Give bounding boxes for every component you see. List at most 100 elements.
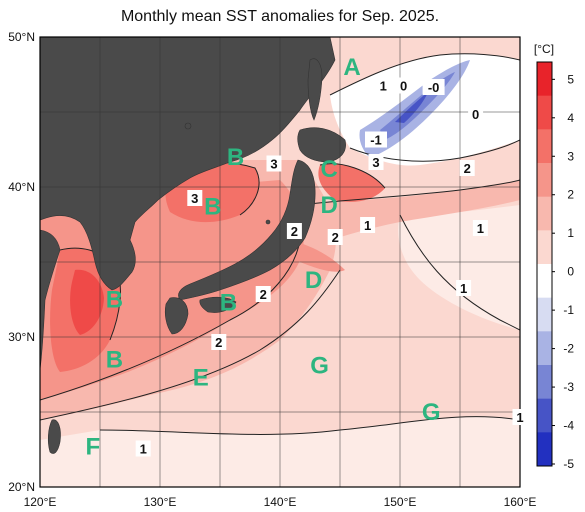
contour-label-box [187,190,203,206]
colorbar-tick-label: 4 [567,111,574,125]
contour-label: -0 [428,80,440,95]
ocean-plus2-3-kuroshio [290,240,345,272]
colorbar-frame [536,61,553,467]
colorbar-swatch [537,264,552,299]
colorbar-tick-label: 1 [567,226,574,240]
colorbar-unit-label: [°C] [534,42,554,56]
contour-label-box [375,77,391,94]
contour-label: 2 [332,230,339,245]
contour-label: 1 [140,442,147,457]
contour-label-box [472,220,488,236]
region-label: B [227,144,244,171]
land-taiwan [47,419,61,454]
colorbar-tick-label: -2 [563,342,574,356]
ocean-minus3-4 [395,92,428,123]
colorbar-swatch [537,230,552,265]
contour-label-box [360,217,376,233]
ocean-near-zero-east [398,205,520,330]
contour-label-box [211,334,227,350]
contour-label-box [456,280,472,296]
contour-label-box [368,154,384,170]
region-label: C [321,156,338,183]
colorbar-swatch [537,163,552,198]
colorbar-swatch [537,62,552,97]
region-label: G [310,353,329,380]
contour-label: 2 [260,287,267,302]
contour-label: 3 [270,157,277,172]
land-asia [40,37,336,291]
land-island-ulleung [184,122,192,130]
contour-label-box [365,131,387,148]
colorbar-swatch [537,129,552,164]
colorbar-tick-label: 3 [567,149,574,163]
contour-label-box [266,155,282,172]
colorbar-tick-label: 0 [567,265,574,279]
land-sakhalin [307,58,323,121]
region-label: B [204,194,221,221]
contour-label: 2 [215,335,222,350]
colorbar-tick-label: -5 [563,457,574,471]
colorbar-swatch [537,297,552,332]
land-kyushu [164,297,189,335]
colorbar: 5 4 3 2 1 0 -1 -2 -3 -4 -5 [536,61,574,471]
colorbar-swatch [537,432,552,467]
land-shikoku [199,296,237,313]
x-tick-label: 120°E [24,495,57,509]
land-hokkaido [297,127,346,163]
colorbar-swatch [537,331,552,366]
contour-label-box [512,409,528,425]
colorbar-tick-label: 5 [567,72,574,86]
region-label: E [193,365,209,392]
colorbar-swatch [537,196,552,231]
region-label: B [106,287,123,314]
land-island-sado [265,219,271,225]
x-tick-label: 130°E [144,495,177,509]
contour-label-box [327,229,343,245]
y-tick-label: 20°N [8,480,35,494]
map-frame [39,36,521,488]
contour-label-box [459,160,475,176]
contour-label: 1 [460,281,467,296]
land-china-south [40,229,61,371]
graticule [40,37,520,487]
region-label: F [85,434,100,461]
contour-label: 1 [477,221,484,236]
colorbar-swatch [537,95,552,130]
region-label: D [321,192,338,219]
contour-label-box [396,77,412,94]
contour-label: 1 [516,410,523,425]
region-label: D [305,267,322,294]
contour-label: 0 [400,79,407,94]
ocean-plus4-5 [70,269,104,335]
ocean-plus3-4-c [318,163,385,202]
colorbar-swatch [537,398,552,433]
y-tick-label: 30°N [8,330,35,344]
contour-label: -1 [370,133,382,148]
contour-label: 2 [291,224,298,239]
colorbar-swatch [537,365,552,400]
axis-labels: 120°E 130°E 140°E 150°E 160°E 50°N 40°N 30°N 20°… [8,30,536,509]
map-title: Monthly mean SST anomalies for Sep. 2025… [120,8,440,25]
x-tick-label: 140°E [264,495,297,509]
ocean-plus1-2-east [300,180,520,250]
contour-label-box [135,440,151,457]
region-label: G [422,399,441,426]
region-label: B [106,347,123,374]
colorbar-tick-label: -1 [563,303,574,317]
contour-label-box [422,79,445,95]
contour-label: 1 [364,218,371,233]
colorbar-tick-label: 2 [567,188,574,202]
contour-label-box [255,286,271,302]
contour-label: 1 [380,79,387,94]
x-tick-label: 150°E [384,495,417,509]
contour-label: 2 [464,161,471,176]
colorbar-tick-label: -3 [563,380,574,394]
y-tick-label: 50°N [8,30,35,44]
contour-label: 3 [191,191,198,206]
colorbar-tick-label: -4 [563,419,574,433]
region-label: B [220,290,237,317]
contour-label-box [286,223,302,239]
